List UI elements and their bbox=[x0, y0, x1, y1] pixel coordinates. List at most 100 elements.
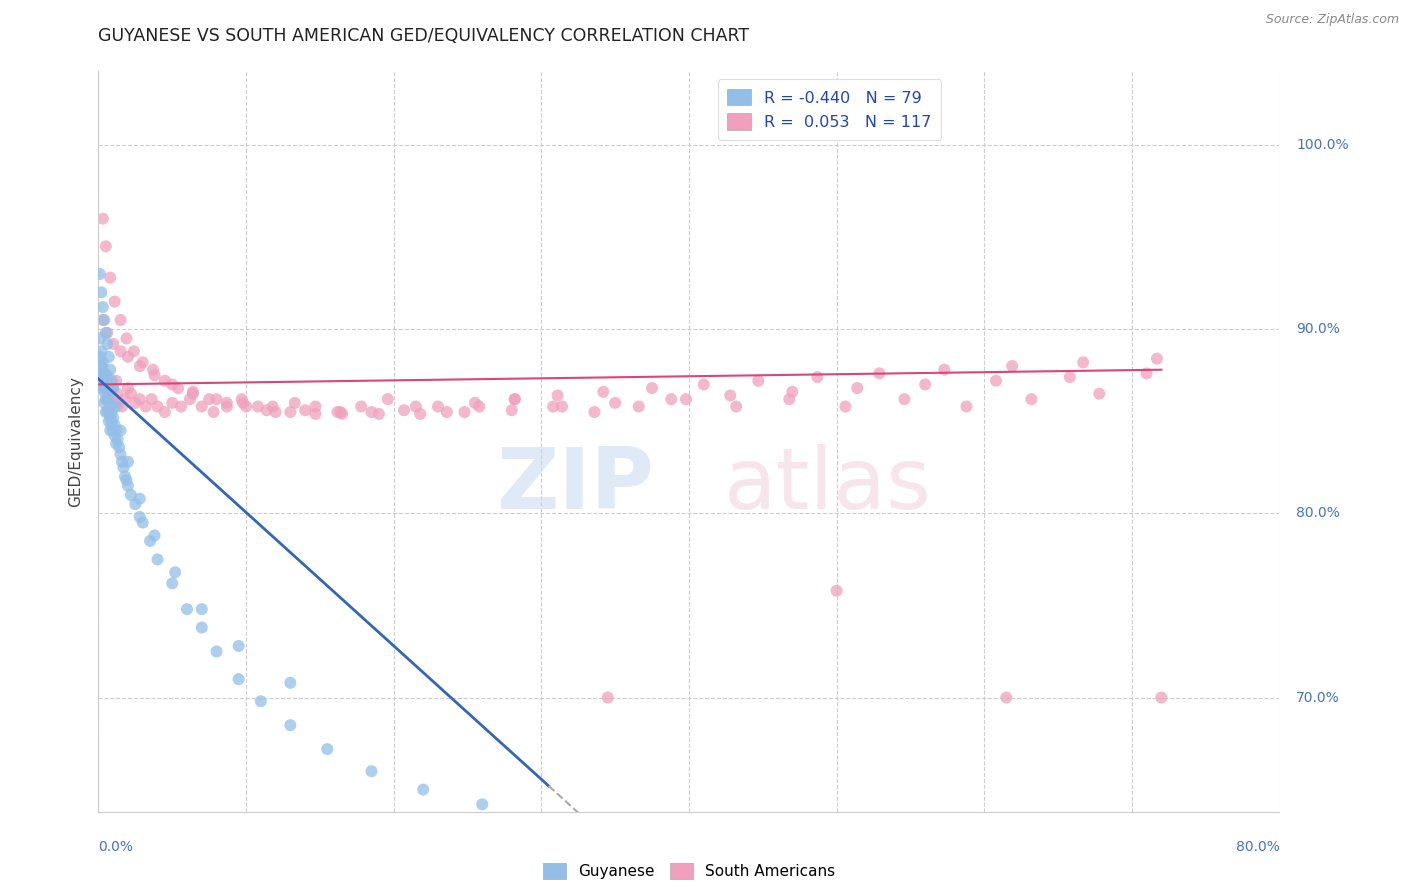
Point bbox=[128, 392, 150, 407]
Text: 80.0%: 80.0% bbox=[1296, 507, 1340, 520]
Point bbox=[98, 410, 121, 425]
Point bbox=[984, 374, 1007, 388]
Point bbox=[128, 491, 150, 506]
Point bbox=[181, 384, 204, 399]
Point bbox=[139, 533, 162, 548]
Point bbox=[104, 392, 127, 407]
Point bbox=[90, 344, 112, 359]
Point bbox=[93, 374, 115, 388]
Point bbox=[326, 405, 349, 419]
Text: 80.0%: 80.0% bbox=[1236, 840, 1279, 855]
Point bbox=[103, 410, 125, 425]
Point bbox=[215, 400, 238, 414]
Point bbox=[124, 497, 146, 511]
Point bbox=[111, 400, 134, 414]
Point bbox=[143, 528, 166, 542]
Point bbox=[108, 440, 131, 454]
Point bbox=[360, 764, 382, 779]
Point bbox=[825, 583, 848, 598]
Point bbox=[117, 381, 139, 395]
Point bbox=[98, 270, 121, 285]
Point bbox=[232, 396, 254, 410]
Point bbox=[110, 447, 132, 461]
Point bbox=[278, 718, 302, 732]
Point bbox=[170, 400, 193, 414]
Point bbox=[153, 374, 176, 388]
Point bbox=[128, 359, 150, 373]
Point bbox=[350, 400, 373, 414]
Point bbox=[94, 377, 117, 392]
Point bbox=[205, 392, 228, 407]
Point bbox=[103, 381, 125, 395]
Point bbox=[846, 381, 869, 395]
Point bbox=[141, 392, 163, 407]
Point bbox=[360, 405, 382, 419]
Point bbox=[165, 566, 187, 580]
Point bbox=[115, 331, 138, 345]
Point bbox=[278, 405, 302, 419]
Point bbox=[91, 355, 114, 369]
Text: atlas: atlas bbox=[724, 444, 932, 527]
Point bbox=[91, 300, 114, 314]
Point bbox=[834, 400, 856, 414]
Point bbox=[284, 396, 307, 410]
Point bbox=[179, 392, 201, 407]
Point bbox=[96, 368, 118, 383]
Point bbox=[105, 374, 128, 388]
Point bbox=[89, 350, 111, 364]
Text: 90.0%: 90.0% bbox=[1296, 322, 1340, 336]
Point bbox=[153, 405, 176, 419]
Point bbox=[228, 672, 250, 686]
Point bbox=[91, 381, 114, 395]
Point bbox=[718, 388, 741, 402]
Point bbox=[94, 368, 117, 383]
Point bbox=[94, 239, 117, 253]
Point bbox=[453, 405, 475, 419]
Point bbox=[191, 621, 214, 635]
Point bbox=[256, 403, 278, 417]
Text: 70.0%: 70.0% bbox=[1296, 690, 1340, 705]
Point bbox=[103, 381, 125, 395]
Point bbox=[262, 400, 284, 414]
Point bbox=[471, 797, 494, 812]
Point bbox=[264, 405, 287, 419]
Point bbox=[105, 436, 128, 450]
Point bbox=[551, 400, 574, 414]
Point bbox=[1088, 386, 1111, 401]
Point bbox=[747, 374, 769, 388]
Point bbox=[181, 386, 204, 401]
Point bbox=[97, 350, 120, 364]
Point bbox=[503, 392, 526, 407]
Point bbox=[90, 359, 112, 373]
Point bbox=[97, 403, 120, 417]
Point bbox=[110, 344, 132, 359]
Point bbox=[98, 400, 121, 414]
Point bbox=[120, 386, 142, 401]
Point bbox=[93, 384, 115, 399]
Point bbox=[198, 392, 221, 407]
Point bbox=[124, 396, 146, 410]
Point bbox=[105, 424, 128, 438]
Point bbox=[659, 392, 682, 407]
Point bbox=[90, 377, 112, 392]
Point bbox=[235, 400, 257, 414]
Point bbox=[115, 473, 138, 487]
Point bbox=[91, 362, 114, 376]
Point bbox=[868, 367, 890, 381]
Point bbox=[114, 469, 136, 483]
Point bbox=[96, 405, 118, 419]
Point bbox=[97, 377, 120, 392]
Point bbox=[202, 405, 225, 419]
Point bbox=[93, 374, 115, 388]
Point bbox=[135, 400, 157, 414]
Point bbox=[94, 392, 117, 407]
Point bbox=[914, 377, 936, 392]
Point bbox=[98, 386, 121, 401]
Point bbox=[91, 368, 114, 383]
Point bbox=[91, 367, 114, 381]
Point bbox=[250, 694, 273, 708]
Point bbox=[96, 392, 118, 407]
Point bbox=[100, 374, 122, 388]
Point bbox=[368, 407, 391, 421]
Point bbox=[107, 433, 129, 447]
